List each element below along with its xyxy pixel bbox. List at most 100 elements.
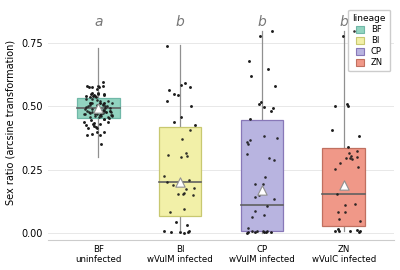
Point <box>180 192 187 196</box>
Point <box>90 94 96 99</box>
Point <box>247 138 254 142</box>
Point <box>93 125 99 130</box>
Point <box>335 227 341 231</box>
Point <box>94 103 101 107</box>
Point <box>187 85 194 89</box>
Point <box>340 34 346 38</box>
Point <box>350 29 357 33</box>
Point <box>84 109 90 113</box>
Point <box>178 114 184 119</box>
Point <box>101 101 107 105</box>
Point <box>166 87 172 92</box>
Point <box>273 136 280 140</box>
Point <box>107 109 113 113</box>
Point <box>107 106 113 110</box>
Point <box>165 153 172 157</box>
Point <box>164 44 170 48</box>
Point <box>102 110 109 114</box>
Point <box>347 229 354 233</box>
Point <box>170 183 176 187</box>
Point <box>93 105 100 109</box>
Point <box>94 84 101 88</box>
Point <box>86 101 93 105</box>
Point <box>340 183 347 187</box>
Point <box>181 230 188 235</box>
Point <box>86 110 93 114</box>
Point <box>266 156 272 160</box>
Point <box>168 230 174 234</box>
Point <box>270 106 276 110</box>
Point <box>170 92 177 96</box>
Point <box>332 104 338 109</box>
Point <box>98 113 104 118</box>
Point <box>190 193 197 197</box>
Point <box>167 210 174 214</box>
Point <box>345 104 352 109</box>
Point <box>94 112 100 116</box>
Point <box>94 130 100 134</box>
Point <box>260 182 266 186</box>
Point <box>88 101 95 105</box>
Text: b: b <box>258 15 266 29</box>
Point <box>270 106 276 110</box>
Point <box>246 59 253 63</box>
Point <box>178 114 184 119</box>
Point <box>96 115 102 119</box>
Point <box>352 202 358 206</box>
Point <box>171 120 178 124</box>
Point <box>101 100 107 105</box>
Point <box>97 122 104 126</box>
Point <box>252 195 258 199</box>
Text: b: b <box>339 15 348 29</box>
Point <box>346 151 352 156</box>
Point <box>182 81 188 86</box>
Text: a: a <box>94 15 102 29</box>
Point <box>109 100 116 105</box>
Point <box>170 183 176 187</box>
Point <box>262 175 268 180</box>
Point <box>342 203 348 207</box>
Point <box>356 134 362 138</box>
Point <box>89 97 95 101</box>
Bar <box>241 120 283 231</box>
Point <box>187 128 193 132</box>
Point <box>89 91 95 95</box>
Point <box>356 230 362 234</box>
Point <box>94 126 100 130</box>
Point <box>97 101 103 105</box>
Point <box>185 230 192 234</box>
Point <box>184 154 190 158</box>
Point <box>352 202 358 206</box>
Point <box>101 93 108 97</box>
Point <box>96 113 103 117</box>
Point <box>88 132 95 136</box>
Point <box>348 157 355 161</box>
Point <box>83 97 89 102</box>
Point <box>109 114 116 118</box>
Point <box>89 85 95 90</box>
Point <box>94 84 101 88</box>
Point <box>254 229 260 234</box>
Point <box>181 190 187 195</box>
Point <box>105 115 112 120</box>
Point <box>96 113 103 117</box>
Point <box>87 100 93 105</box>
Point <box>181 206 187 211</box>
Point <box>82 104 89 109</box>
Point <box>244 230 250 235</box>
Point <box>186 229 192 233</box>
Point <box>107 109 113 113</box>
Point <box>100 80 106 84</box>
Point <box>87 100 93 105</box>
Point <box>88 92 94 96</box>
Point <box>90 122 96 126</box>
Point <box>100 111 106 115</box>
Point <box>271 158 277 163</box>
Point <box>344 102 351 106</box>
Point <box>252 209 258 214</box>
Point <box>97 101 103 106</box>
Point <box>165 153 172 157</box>
Point <box>329 128 335 133</box>
Point <box>192 123 198 128</box>
Point <box>101 117 108 122</box>
